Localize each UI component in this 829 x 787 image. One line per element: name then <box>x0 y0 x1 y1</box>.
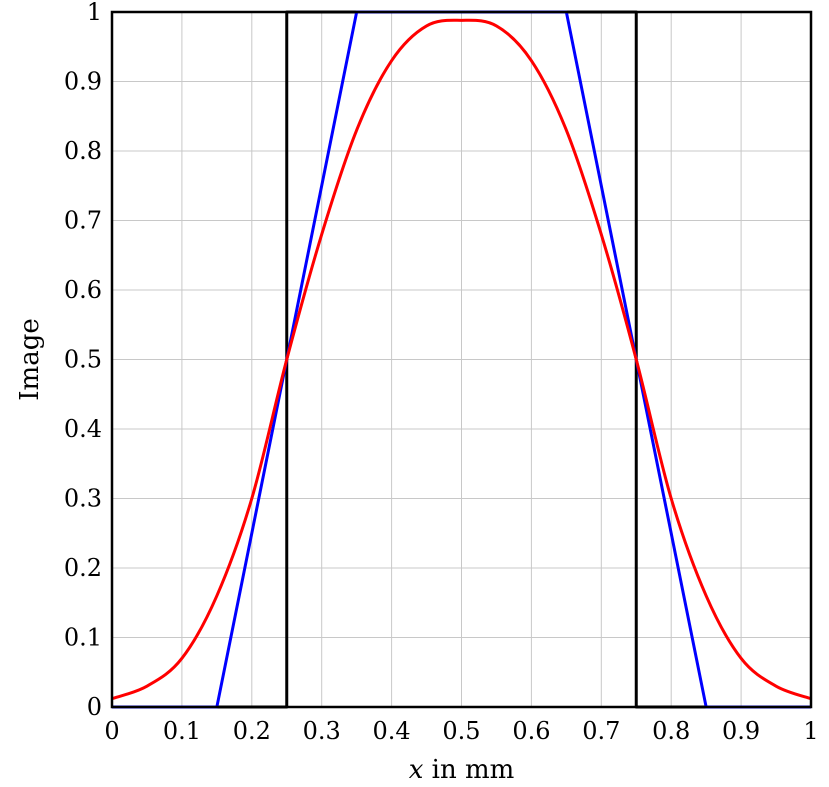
x-tick-label: 0.1 <box>163 717 201 745</box>
y-tick-label: 0.9 <box>64 68 102 96</box>
x-tick-label: 0.4 <box>373 717 411 745</box>
x-axis-label-variable: x <box>409 755 424 785</box>
y-tick-label: 0.5 <box>64 346 102 374</box>
x-tick-label: 0.9 <box>722 717 760 745</box>
x-tick-label: 0.6 <box>512 717 550 745</box>
y-tick-label: 0.2 <box>64 554 102 582</box>
y-tick-label: 0 <box>87 693 102 721</box>
y-tick-label: 0.3 <box>64 485 102 513</box>
x-axis-ticks: 0 0.1 0.2 0.3 0.4 0.5 0.6 0.7 0.8 0.9 1 <box>104 717 818 745</box>
y-tick-label: 1 <box>87 0 102 26</box>
x-tick-label: 0.2 <box>233 717 271 745</box>
grid <box>111 11 812 708</box>
plot-frame <box>110 10 813 709</box>
x-tick-label: 1 <box>803 717 818 745</box>
x-tick-label: 0.7 <box>582 717 620 745</box>
y-axis-ticks: 0 0.1 0.2 0.3 0.4 0.5 0.6 0.7 0.8 0.9 1 <box>64 0 102 721</box>
y-axis-label: Image <box>15 318 45 400</box>
y-tick-label: 0.4 <box>64 415 102 443</box>
x-axis-label: x in mm <box>409 755 515 785</box>
x-tick-label: 0.5 <box>442 717 480 745</box>
y-tick-label: 0.7 <box>64 207 102 235</box>
x-tick-label: 0.8 <box>652 717 690 745</box>
y-tick-label: 0.6 <box>64 276 102 304</box>
y-tick-label: 0.1 <box>64 624 102 652</box>
x-axis-label-unit: in mm <box>423 755 514 785</box>
y-tick-label: 0.8 <box>64 137 102 165</box>
x-tick-label: 0.3 <box>303 717 341 745</box>
x-tick-label: 0 <box>104 717 119 745</box>
red-smooth-line <box>111 18 812 701</box>
